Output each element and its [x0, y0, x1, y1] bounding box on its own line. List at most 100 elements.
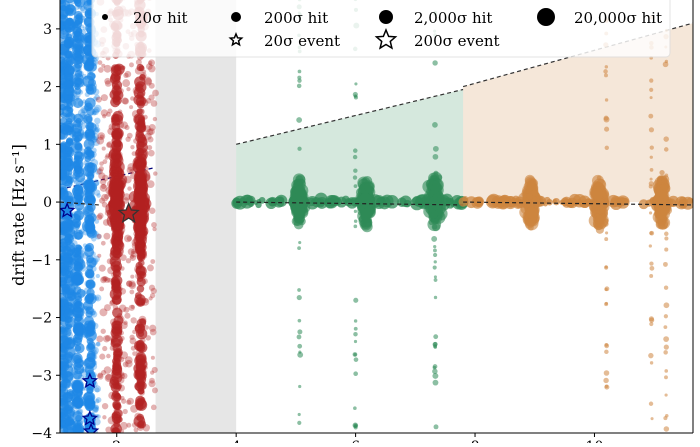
hit-point — [297, 329, 302, 334]
hit-point — [105, 335, 111, 341]
hit-point — [110, 97, 120, 107]
hit-point — [99, 287, 104, 292]
hit-point — [151, 288, 157, 294]
hit-point — [83, 114, 93, 124]
hit-point — [99, 265, 106, 272]
hit-point — [149, 296, 153, 300]
hit-point — [298, 319, 302, 323]
hit-point — [135, 370, 147, 382]
hit-point — [150, 370, 154, 374]
hit-point — [664, 232, 668, 236]
hit-point — [664, 236, 668, 240]
hit-point — [125, 71, 132, 78]
hit-point — [108, 149, 121, 162]
hit-point — [75, 70, 83, 78]
hit-point — [663, 262, 668, 267]
hit-point — [94, 118, 100, 124]
hit-point — [75, 345, 81, 351]
hit-point — [354, 219, 357, 222]
hit-point — [66, 102, 73, 109]
hit-point — [298, 70, 302, 74]
hit-point — [75, 118, 81, 124]
hit-point — [134, 340, 145, 351]
hit-point — [113, 343, 122, 352]
hit-point — [115, 403, 122, 410]
hit-point — [297, 246, 301, 250]
hit-point — [96, 214, 102, 220]
hit-point — [546, 199, 552, 205]
hit-point — [605, 65, 608, 68]
hit-point — [353, 371, 358, 376]
hit-point — [63, 261, 73, 271]
hit-point — [73, 223, 80, 230]
hit-point — [113, 64, 124, 75]
hit-point — [377, 197, 383, 203]
legend-circle-marker — [231, 12, 241, 22]
hit-point — [151, 100, 158, 107]
y-tick-label: 1 — [43, 137, 52, 153]
hit-point — [354, 224, 358, 228]
hit-point — [526, 193, 533, 200]
hit-point — [72, 128, 82, 138]
legend-label: 200σ hit — [264, 9, 328, 27]
hit-point — [86, 87, 94, 95]
hit-point — [297, 76, 301, 80]
hit-point — [113, 280, 121, 288]
hit-point — [135, 399, 147, 411]
hit-point — [73, 427, 83, 437]
hit-point — [353, 406, 357, 410]
hit-point — [112, 231, 119, 238]
hit-point — [559, 200, 564, 205]
hit-point — [73, 15, 83, 25]
hit-point — [148, 150, 155, 157]
hit-point — [434, 260, 437, 263]
hit-point — [152, 227, 156, 231]
hit-point — [433, 194, 438, 199]
hit-point — [664, 302, 670, 308]
x-tick-label: 6 — [351, 439, 360, 443]
hit-point — [129, 62, 134, 67]
hit-point — [665, 60, 668, 63]
hit-point — [61, 246, 71, 256]
excluded-band — [156, 0, 237, 433]
y-tick-label: 0 — [43, 195, 52, 211]
hit-point — [65, 27, 72, 34]
hit-point — [62, 284, 70, 292]
hit-point — [97, 373, 103, 379]
hit-point — [137, 253, 146, 262]
hit-point — [129, 335, 134, 340]
hit-point — [432, 180, 438, 186]
hit-point — [102, 159, 107, 164]
hit-point — [434, 275, 437, 278]
hit-point — [124, 125, 129, 130]
hit-point — [660, 208, 668, 216]
hit-point — [148, 65, 155, 72]
hit-point — [604, 350, 608, 354]
hit-point — [663, 325, 667, 329]
hit-point — [311, 199, 316, 204]
hit-point — [663, 350, 668, 355]
hit-point — [74, 84, 80, 90]
hit-point — [99, 308, 107, 316]
hit-point — [153, 117, 157, 121]
hit-point — [126, 258, 131, 263]
hit-point — [649, 274, 653, 278]
hit-point — [130, 145, 134, 149]
hit-point — [110, 74, 121, 85]
hit-point — [65, 419, 72, 426]
hit-point — [664, 147, 669, 152]
hit-point — [336, 197, 347, 208]
hit-point — [596, 215, 605, 224]
hit-point — [112, 114, 123, 125]
hit-point — [127, 186, 131, 190]
hit-point — [354, 82, 357, 85]
hit-point — [650, 96, 653, 99]
hit-point — [649, 127, 654, 132]
hit-point — [591, 188, 603, 200]
hit-point — [106, 142, 112, 148]
x-tick-label: 10 — [586, 439, 604, 443]
hit-point — [73, 286, 81, 294]
hit-point — [431, 236, 437, 242]
hit-point — [605, 302, 608, 305]
